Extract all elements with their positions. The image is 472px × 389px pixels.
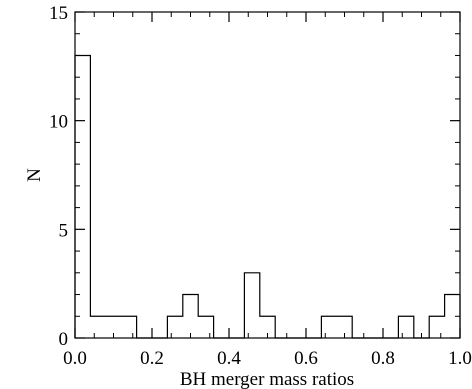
histogram-bin	[167, 316, 182, 338]
y-tick-label: 5	[59, 220, 69, 241]
x-tick-label: 0.2	[140, 348, 164, 369]
histogram-bin	[121, 316, 136, 338]
x-tick-label: 1.0	[448, 348, 472, 369]
histogram-bin	[198, 316, 213, 338]
x-tick-label: 0.0	[63, 348, 87, 369]
y-tick-label: 15	[49, 3, 68, 24]
y-tick-label: 0	[59, 329, 69, 350]
y-axis-label: N	[24, 168, 45, 182]
histogram-bin	[90, 316, 105, 338]
minor-ticks	[75, 12, 460, 338]
y-tick-label: 10	[49, 112, 68, 133]
histogram-bin	[429, 316, 444, 338]
histogram-bin	[398, 316, 413, 338]
x-tick-label: 0.4	[217, 348, 241, 369]
y-tick-labels: 0 5 10 15	[49, 3, 68, 350]
x-tick-label: 0.6	[294, 348, 318, 369]
histogram-bins	[75, 55, 460, 338]
major-ticks	[74, 11, 461, 339]
x-tick-label: 0.8	[371, 348, 395, 369]
histogram-bin	[183, 295, 198, 338]
histogram-bin	[75, 55, 90, 338]
histogram-bin	[244, 273, 259, 338]
plot-frame	[74, 11, 461, 339]
x-axis-label: BH merger mass ratios	[180, 369, 354, 389]
histogram-outline	[74, 54, 461, 339]
histogram-bin	[321, 316, 336, 338]
x-tick-labels: 0.0 0.2 0.4 0.6 0.8 1.0	[63, 348, 472, 369]
